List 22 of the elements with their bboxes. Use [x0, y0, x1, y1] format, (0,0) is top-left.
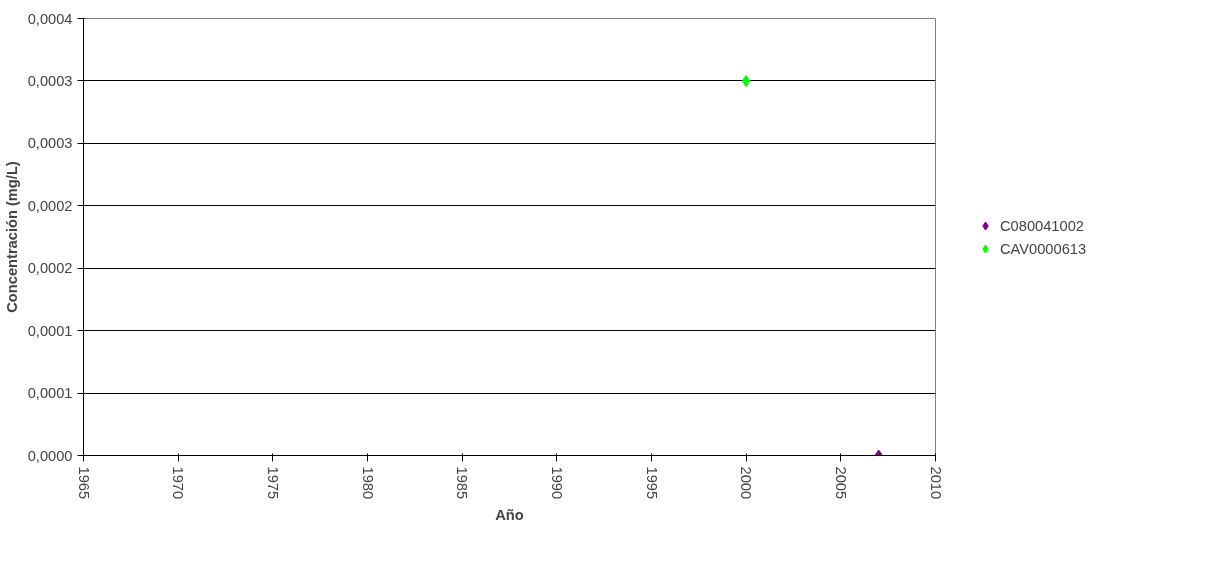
legend-label: C080041002	[1000, 217, 1084, 233]
y-tick-label: 0,0002	[27, 197, 73, 214]
x-tick-label: 1975	[264, 466, 281, 500]
x-tick-label: 2010	[927, 466, 944, 500]
legend-label: CAV0000613	[1000, 240, 1087, 256]
y-tick-label: 0,0003	[27, 72, 73, 89]
x-tick-label: 1980	[359, 466, 376, 500]
y-tick-label: 0,0001	[27, 322, 73, 339]
x-tick-label: 1995	[643, 466, 660, 500]
y-tick-label: 0,0004	[27, 10, 73, 27]
y-axis-title: Concentración (mg/L)	[3, 161, 20, 313]
y-tick-label: 0,0000	[27, 447, 73, 464]
y-tick-label: 0,0002	[27, 260, 73, 277]
x-tick-label: 2005	[832, 466, 849, 500]
x-tick-label: 1965	[75, 466, 92, 500]
x-tick-label: 1990	[548, 466, 565, 500]
x-axis-title: Año	[495, 507, 524, 524]
x-tick-label: 1985	[454, 466, 471, 500]
x-tick-label: 2000	[738, 466, 755, 500]
y-tick-label: 0,0003	[27, 135, 73, 152]
y-tick-label: 0,0001	[27, 385, 73, 402]
x-tick-label: 1970	[170, 466, 187, 500]
